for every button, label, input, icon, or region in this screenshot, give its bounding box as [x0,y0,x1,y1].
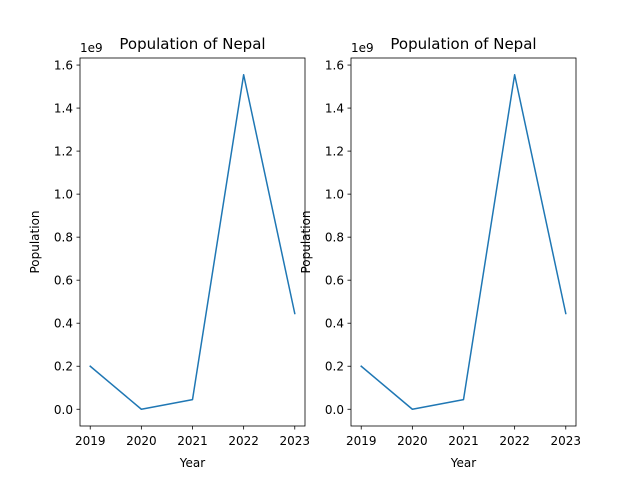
y-tick-label: 1.0 [54,188,73,202]
x-tick-label: 2019 [75,434,106,448]
y-tick-label: 0.4 [54,317,73,331]
y-tick-label: 0.2 [325,360,344,374]
y-tick-label: 0.2 [54,360,73,374]
subplot-right: Population of Nepal Year Population 1e9 … [299,35,581,470]
y-tick-label: 0.0 [54,403,73,417]
y-tick-label: 1.2 [325,145,344,159]
x-tick-label: 2023 [279,434,310,448]
y-tick-label: 0.8 [325,231,344,245]
axes-frame [79,57,306,427]
y-offset-label: 1e9 [351,41,374,55]
x-tick-label: 2021 [177,434,208,448]
y-tick-label: 1.6 [54,59,73,73]
x-axis-label: Year [450,456,476,470]
y-axis-label: Population [299,210,313,273]
x-tick-label: 2020 [397,434,428,448]
x-tick-label: 2021 [448,434,479,448]
x-axis-label: Year [179,456,205,470]
y-tick-label: 0.6 [325,274,344,288]
x-tick-label: 2019 [346,434,377,448]
chart-title: Population of Nepal [119,35,265,53]
series-line [89,73,296,411]
chart-title: Population of Nepal [390,35,536,53]
y-tick-label: 1.4 [54,102,73,116]
y-tick-label: 1.6 [325,59,344,73]
y-tick-label: 0.4 [325,317,344,331]
y-tick-label: 1.2 [54,145,73,159]
axes-frame [350,57,577,427]
x-tick-label: 2022 [499,434,530,448]
y-tick-label: 0.8 [54,231,73,245]
x-tick-label: 2022 [228,434,259,448]
series-line [360,73,567,411]
y-tick-label: 1.0 [325,188,344,202]
y-axis-label: Population [28,210,42,273]
subplot-left: Population of Nepal Year Population 1e9 … [28,35,310,470]
y-tick-label: 1.4 [325,102,344,116]
y-offset-label: 1e9 [80,41,103,55]
y-tick-label: 0.0 [325,403,344,417]
x-tick-label: 2023 [550,434,581,448]
y-tick-label: 0.6 [54,274,73,288]
x-tick-label: 2020 [126,434,157,448]
